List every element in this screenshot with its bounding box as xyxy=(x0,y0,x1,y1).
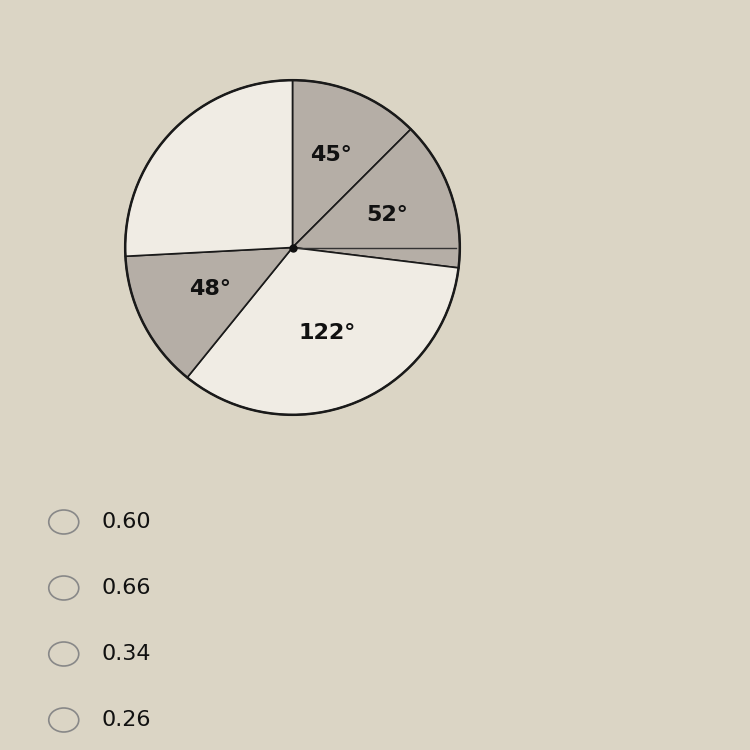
Text: 52°: 52° xyxy=(367,205,408,225)
Text: 0.34: 0.34 xyxy=(101,644,151,664)
Wedge shape xyxy=(125,80,292,256)
Text: 122°: 122° xyxy=(298,322,355,343)
Wedge shape xyxy=(188,248,458,415)
Text: 45°: 45° xyxy=(310,145,352,165)
Wedge shape xyxy=(292,129,460,268)
Wedge shape xyxy=(292,80,411,248)
Text: 48°: 48° xyxy=(190,279,232,299)
Wedge shape xyxy=(125,248,292,377)
Text: 0.26: 0.26 xyxy=(101,710,151,730)
Text: 0.66: 0.66 xyxy=(101,578,151,598)
Text: 0.60: 0.60 xyxy=(101,512,151,532)
